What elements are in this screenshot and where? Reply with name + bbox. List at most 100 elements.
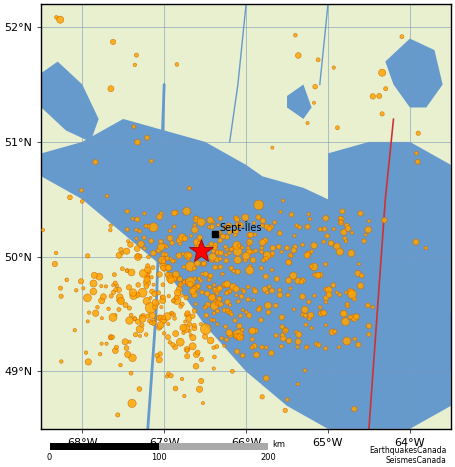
Point — [243, 309, 250, 316]
Point — [299, 241, 306, 248]
Point — [170, 297, 177, 304]
Point — [143, 134, 151, 142]
Point — [306, 216, 313, 223]
Point — [251, 342, 258, 350]
Point — [187, 263, 194, 270]
Point — [202, 333, 209, 340]
Point — [163, 243, 170, 250]
Point — [197, 237, 204, 244]
Point — [151, 290, 158, 297]
Point — [195, 283, 202, 290]
Point — [276, 286, 283, 294]
Point — [243, 252, 250, 260]
Point — [337, 214, 344, 222]
Point — [349, 290, 356, 298]
Point — [306, 315, 313, 322]
Point — [80, 284, 87, 292]
Point — [294, 338, 302, 345]
Point — [336, 291, 343, 298]
Point — [277, 208, 284, 216]
Point — [202, 304, 209, 311]
Point — [124, 267, 131, 274]
Point — [173, 61, 181, 68]
Point — [323, 294, 330, 302]
Point — [196, 234, 203, 241]
Point — [202, 270, 209, 278]
Point — [278, 314, 285, 321]
Point — [304, 223, 311, 230]
Point — [338, 216, 345, 223]
Point — [278, 248, 285, 255]
Point — [235, 297, 242, 305]
Point — [197, 219, 205, 226]
Point — [324, 232, 331, 240]
Point — [226, 288, 233, 295]
Point — [231, 317, 238, 324]
Point — [295, 331, 303, 339]
Point — [112, 311, 119, 319]
Point — [238, 244, 246, 251]
Point — [102, 283, 110, 290]
Point — [334, 289, 341, 296]
Point — [216, 284, 223, 292]
Point — [238, 326, 246, 333]
Point — [263, 252, 271, 259]
Point — [133, 245, 141, 252]
Point — [172, 209, 180, 216]
Point — [215, 230, 222, 238]
Point — [222, 243, 229, 250]
Point — [238, 333, 245, 341]
Point — [342, 318, 349, 325]
Point — [278, 323, 286, 331]
Point — [315, 341, 322, 349]
Point — [268, 349, 275, 357]
Point — [246, 262, 253, 270]
Point — [235, 332, 242, 340]
Point — [304, 119, 311, 127]
Point — [311, 292, 318, 299]
Point — [227, 301, 234, 309]
Point — [301, 306, 308, 313]
Point — [90, 280, 97, 287]
Point — [246, 231, 253, 239]
Point — [162, 251, 170, 258]
Point — [199, 399, 207, 407]
Point — [77, 277, 85, 285]
Point — [177, 303, 184, 310]
Point — [129, 215, 136, 222]
Point — [252, 231, 259, 238]
Point — [343, 289, 350, 296]
Point — [263, 289, 271, 297]
Point — [245, 283, 252, 290]
Point — [379, 69, 386, 77]
Point — [143, 279, 151, 286]
Point — [211, 353, 218, 361]
Point — [217, 249, 224, 256]
Point — [196, 386, 203, 393]
Point — [228, 265, 235, 272]
Point — [238, 293, 245, 300]
Point — [307, 311, 314, 319]
Point — [117, 361, 124, 369]
Point — [323, 298, 330, 306]
Point — [214, 249, 222, 256]
Point — [263, 375, 270, 382]
Point — [357, 282, 364, 290]
Point — [214, 221, 222, 229]
Point — [143, 282, 150, 290]
Point — [266, 283, 273, 290]
Point — [364, 302, 372, 309]
Point — [123, 267, 131, 275]
Point — [169, 341, 177, 348]
Point — [63, 276, 71, 283]
Point — [141, 234, 148, 241]
Point — [107, 226, 114, 234]
Point — [221, 281, 228, 288]
Point — [266, 225, 273, 233]
Point — [128, 400, 136, 407]
Point — [156, 271, 163, 278]
Point — [159, 281, 167, 289]
Point — [268, 287, 276, 294]
Point — [284, 291, 292, 299]
Point — [160, 314, 167, 321]
